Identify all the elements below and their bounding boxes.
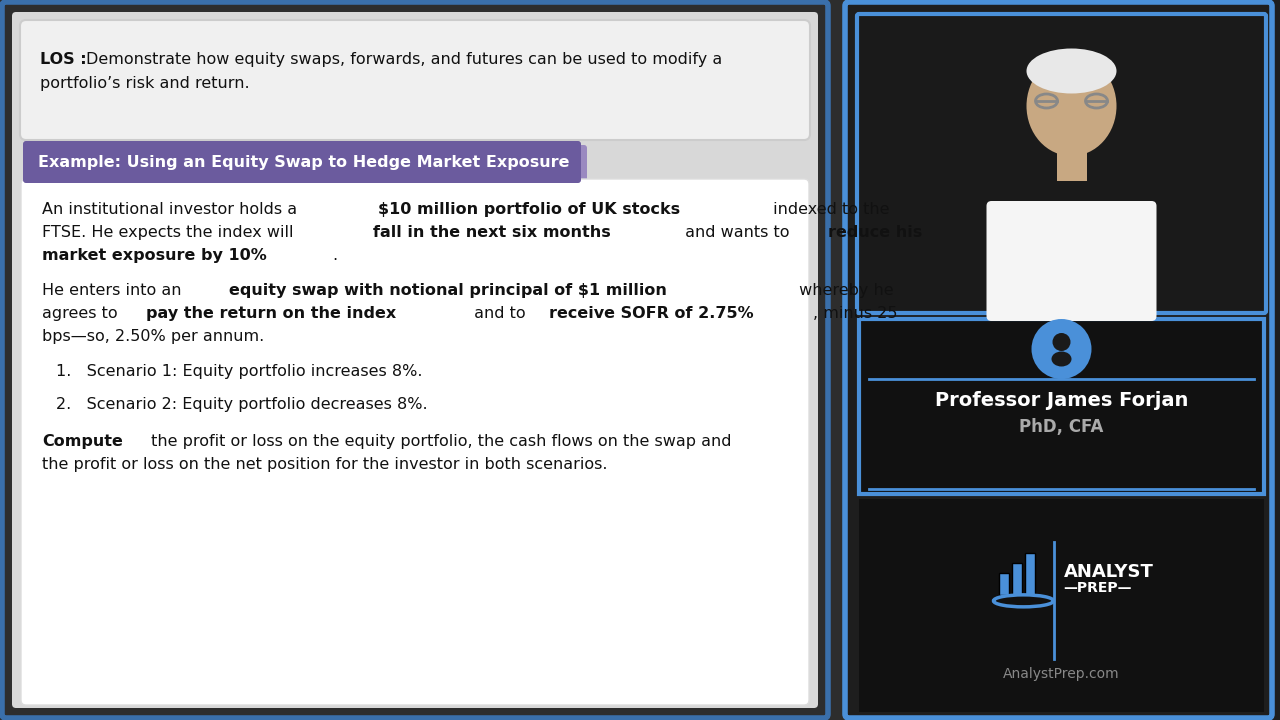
Text: portfolio’s risk and return.: portfolio’s risk and return. bbox=[40, 76, 250, 91]
FancyBboxPatch shape bbox=[845, 0, 1280, 720]
Ellipse shape bbox=[1051, 351, 1071, 366]
FancyBboxPatch shape bbox=[845, 2, 1272, 718]
FancyBboxPatch shape bbox=[12, 12, 818, 708]
Text: Compute: Compute bbox=[42, 434, 123, 449]
FancyBboxPatch shape bbox=[20, 179, 809, 705]
Text: the profit or loss on the net position for the investor in both scenarios.: the profit or loss on the net position f… bbox=[42, 457, 608, 472]
Text: agrees to: agrees to bbox=[42, 306, 123, 321]
Text: PhD, CFA: PhD, CFA bbox=[1019, 418, 1103, 436]
Text: LOS :: LOS : bbox=[40, 52, 87, 67]
Text: indexed to the: indexed to the bbox=[768, 202, 890, 217]
FancyBboxPatch shape bbox=[1011, 563, 1021, 595]
FancyBboxPatch shape bbox=[3, 2, 828, 718]
Circle shape bbox=[1052, 333, 1070, 351]
FancyBboxPatch shape bbox=[1056, 151, 1087, 181]
Text: AnalystPrep.com: AnalystPrep.com bbox=[1004, 667, 1120, 680]
Text: FTSE. He expects the index will: FTSE. He expects the index will bbox=[42, 225, 298, 240]
Text: reduce his: reduce his bbox=[828, 225, 922, 240]
Text: and to: and to bbox=[468, 306, 531, 321]
Text: 1.   Scenario 1: Equity portfolio increases 8%.: 1. Scenario 1: Equity portfolio increase… bbox=[56, 364, 422, 379]
FancyBboxPatch shape bbox=[859, 499, 1265, 712]
FancyBboxPatch shape bbox=[987, 201, 1157, 321]
Text: the profit or loss on the equity portfolio, the cash flows on the swap and: the profit or loss on the equity portfol… bbox=[146, 434, 732, 449]
Text: —PREP—: —PREP— bbox=[1064, 581, 1132, 595]
Ellipse shape bbox=[1027, 48, 1116, 94]
Text: , minus 25: , minus 25 bbox=[813, 306, 897, 321]
FancyBboxPatch shape bbox=[1024, 553, 1034, 595]
Text: He enters into an: He enters into an bbox=[42, 283, 187, 298]
Text: receive SOFR of 2.75%: receive SOFR of 2.75% bbox=[549, 306, 754, 321]
Text: Professor James Forjan: Professor James Forjan bbox=[934, 392, 1188, 410]
FancyBboxPatch shape bbox=[23, 145, 588, 189]
Ellipse shape bbox=[1027, 56, 1116, 156]
Text: 2.   Scenario 2: Equity portfolio decreases 8%.: 2. Scenario 2: Equity portfolio decrease… bbox=[56, 397, 428, 412]
FancyBboxPatch shape bbox=[858, 14, 1266, 313]
FancyBboxPatch shape bbox=[998, 573, 1009, 595]
Text: Example: Using an Equity Swap to Hedge Market Exposure: Example: Using an Equity Swap to Hedge M… bbox=[38, 155, 570, 169]
FancyBboxPatch shape bbox=[23, 141, 581, 183]
FancyBboxPatch shape bbox=[20, 20, 810, 140]
Text: $10 million portfolio of UK stocks: $10 million portfolio of UK stocks bbox=[378, 202, 680, 217]
Text: pay the return on the index: pay the return on the index bbox=[146, 306, 397, 321]
Text: ANALYST: ANALYST bbox=[1064, 563, 1153, 581]
Text: .: . bbox=[332, 248, 337, 263]
Circle shape bbox=[1032, 319, 1092, 379]
Text: bps—so, 2.50% per annum.: bps—so, 2.50% per annum. bbox=[42, 329, 264, 344]
Text: Demonstrate how equity swaps, forwards, and futures can be used to modify a: Demonstrate how equity swaps, forwards, … bbox=[86, 52, 722, 67]
Text: fall in the next six months: fall in the next six months bbox=[374, 225, 611, 240]
Text: market exposure by 10%: market exposure by 10% bbox=[42, 248, 266, 263]
Text: equity swap with notional principal of $1 million: equity swap with notional principal of $… bbox=[229, 283, 667, 298]
Text: whereby he: whereby he bbox=[794, 283, 893, 298]
Text: An institutional investor holds a: An institutional investor holds a bbox=[42, 202, 302, 217]
FancyBboxPatch shape bbox=[859, 319, 1265, 494]
Text: and wants to: and wants to bbox=[680, 225, 795, 240]
